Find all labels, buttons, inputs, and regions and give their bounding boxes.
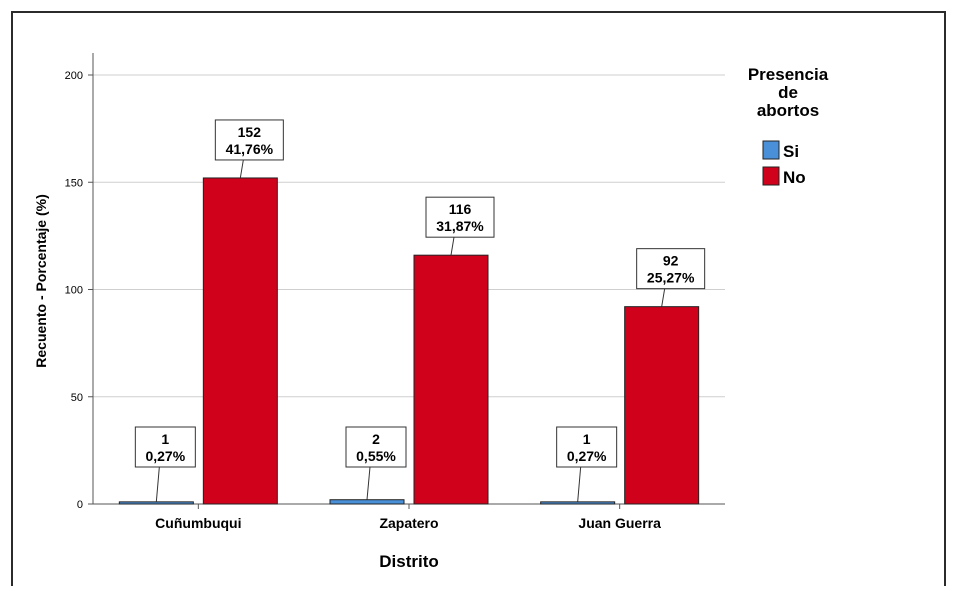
y-tick-label: 0 <box>77 499 83 511</box>
x-tick-labels: Cuñumbuqui Zapatero Juan Guerra <box>155 504 661 531</box>
legend-label-si: Si <box>783 142 799 161</box>
label-leader <box>661 288 666 307</box>
data-label-box <box>345 426 407 468</box>
data-label-box <box>556 426 618 468</box>
x-axis-title: Distrito <box>379 552 439 571</box>
data-label-count: 116 <box>449 201 472 217</box>
data-label-count: 2 <box>372 431 380 447</box>
y-tick-label: 150 <box>65 177 83 189</box>
y-axis-title: Recuento - Porcentaje (%) <box>33 194 49 367</box>
y-tick-label: 200 <box>65 70 83 82</box>
legend: Presencia de abortos Si No <box>748 65 829 187</box>
bar-si <box>118 501 194 505</box>
legend-items: Si No <box>762 140 806 187</box>
bar-no <box>202 177 278 505</box>
legend-swatch-no <box>762 166 780 186</box>
legend-label-no: No <box>783 168 806 187</box>
legend-title-line: abortos <box>757 101 819 120</box>
bar-si <box>540 501 616 505</box>
data-label-percent: 31,87% <box>436 218 484 234</box>
data-label-count: 92 <box>663 253 679 269</box>
data-label-count: 1 <box>583 431 591 447</box>
y-tick-label: 100 <box>65 285 83 297</box>
data-label-percent: 0,55% <box>356 448 396 464</box>
data-label-count: 1 <box>161 431 169 447</box>
legend-title-line: Presencia <box>748 65 829 84</box>
data-label-box <box>134 426 196 468</box>
data-label-box <box>636 248 706 290</box>
x-tick-label: Juan Guerra <box>578 515 661 531</box>
chart-frame: 0 50 100 150 200 1 0,27% 152 41,76% 2 0,55% 116 31,… <box>11 11 946 586</box>
data-label-count: 152 <box>238 124 262 140</box>
data-label-percent: 41,76% <box>226 141 274 157</box>
label-leader <box>450 237 455 256</box>
x-tick-label: Zapatero <box>379 515 438 531</box>
legend-swatch-si <box>762 140 780 160</box>
data-label-percent: 25,27% <box>647 270 695 286</box>
y-tick-labels: 0 50 100 150 200 <box>65 70 93 511</box>
gridlines <box>93 74 725 398</box>
y-tick-label: 50 <box>71 392 83 404</box>
bar-no <box>413 254 489 505</box>
label-leader <box>239 159 244 179</box>
bar-no <box>624 306 700 505</box>
bars <box>118 177 700 505</box>
x-tick-label: Cuñumbuqui <box>155 515 241 531</box>
data-label-percent: 0,27% <box>567 448 607 464</box>
bar-si <box>329 499 405 505</box>
label-leader <box>577 466 582 502</box>
label-leader <box>155 466 160 502</box>
label-leader <box>366 466 371 500</box>
data-label-box <box>425 196 495 238</box>
data-label-box <box>214 119 284 161</box>
legend-title: Presencia de abortos <box>748 65 829 120</box>
data-label-percent: 0,27% <box>145 448 185 464</box>
data-labels: 10,27%15241,76%20,55%11631,87%10,27%9225… <box>134 119 706 502</box>
legend-title-line: de <box>778 83 798 102</box>
